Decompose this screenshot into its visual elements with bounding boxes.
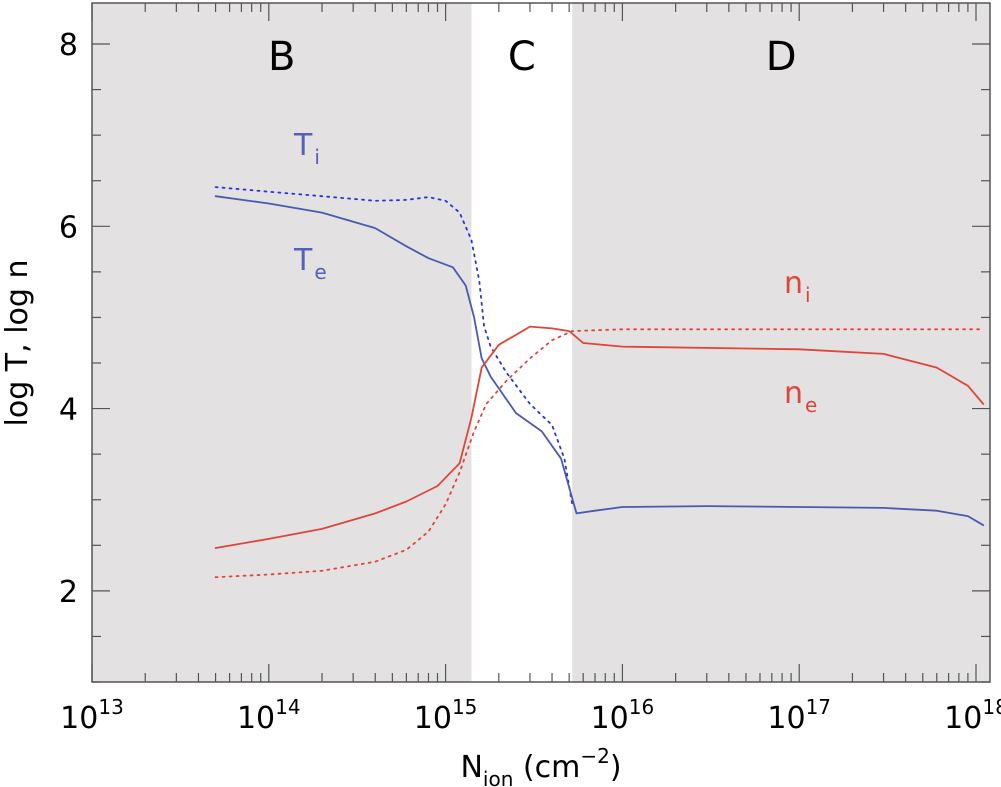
region-b-shade xyxy=(92,3,472,682)
y-tick-label: 6 xyxy=(59,210,78,245)
x-axis-label-main: N xyxy=(460,750,482,785)
series-label-sub: e xyxy=(314,260,326,284)
x-tick-label-exponent: 18 xyxy=(982,695,1001,719)
series-label-sub: i xyxy=(314,145,320,169)
series-label-main: n xyxy=(784,376,803,411)
y-tick-label: 2 xyxy=(59,575,78,610)
series-label-sub: e xyxy=(805,393,817,417)
region-label-d: D xyxy=(766,34,797,80)
x-axis-label-exponent: −2 xyxy=(580,744,609,768)
y-tick-label: 8 xyxy=(59,28,78,63)
x-tick-label-exponent: 15 xyxy=(452,695,477,719)
series-label-main: n xyxy=(784,266,803,301)
x-tick-label-base: 10 xyxy=(944,701,982,736)
plot-frame xyxy=(91,2,991,683)
x-tick-label-base: 10 xyxy=(591,701,629,736)
series-label-main: T xyxy=(293,128,313,163)
x-tick-label-base: 10 xyxy=(767,701,805,736)
series-line-ne xyxy=(214,325,985,549)
series-line-ni xyxy=(214,328,985,579)
x-axis-label-sub: ion xyxy=(483,767,513,787)
series-lines xyxy=(214,186,985,579)
series-line-te xyxy=(214,195,985,527)
x-tick-label: 1015 xyxy=(414,695,478,736)
x-tick-label-base: 10 xyxy=(414,701,452,736)
series-label-main: T xyxy=(293,243,313,278)
labels: BCD1013101410151016101710182468Nion (cm−… xyxy=(0,28,1001,787)
x-tick-label: 1018 xyxy=(944,695,1001,736)
y-axis-label: log T, log n xyxy=(0,260,35,427)
y-tick-label: 4 xyxy=(59,393,78,428)
x-tick-label-exponent: 17 xyxy=(806,695,831,719)
x-tick-label: 1017 xyxy=(767,695,831,736)
x-tick-label: 1013 xyxy=(60,695,124,736)
ticks xyxy=(91,3,990,683)
x-tick-label-base: 10 xyxy=(60,701,98,736)
x-tick-label-exponent: 14 xyxy=(275,695,300,719)
x-axis-label: Nion (cm−2) xyxy=(460,744,621,787)
x-tick-label-exponent: 13 xyxy=(98,695,123,719)
x-tick-label-base: 10 xyxy=(237,701,275,736)
series-line-ti xyxy=(214,186,574,506)
x-tick-label-exponent: 16 xyxy=(629,695,654,719)
x-tick-label: 1016 xyxy=(591,695,655,736)
region-d-shade xyxy=(572,3,990,682)
series-label-sub: i xyxy=(805,283,811,307)
x-axis-label-close: ) xyxy=(610,750,622,785)
x-tick-label: 1014 xyxy=(237,695,301,736)
regions xyxy=(92,3,990,682)
x-axis-label-unit: (cm xyxy=(513,750,580,785)
region-label-c: C xyxy=(508,34,536,80)
region-label-b: B xyxy=(268,34,295,80)
